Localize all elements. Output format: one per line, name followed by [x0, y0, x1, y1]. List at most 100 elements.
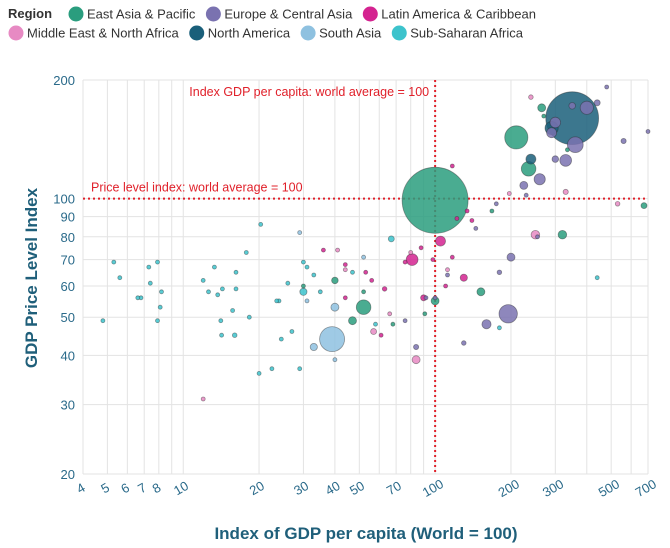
x-tick-label: 300 [540, 476, 566, 500]
legend-swatch [68, 6, 84, 22]
data-point [537, 103, 547, 113]
legend: Region East Asia & Pacific Europe & Centra… [8, 6, 536, 41]
data-point [342, 262, 348, 268]
data-point [620, 137, 627, 144]
x-tick-label: 8 [150, 480, 164, 497]
data-point [219, 332, 225, 338]
data-point [443, 283, 449, 289]
data-point [297, 230, 303, 236]
data-point [117, 275, 123, 281]
data-point [565, 147, 570, 153]
data-point [533, 173, 546, 186]
data-point [159, 289, 164, 295]
legend-label: Europe & Central Asia [224, 7, 353, 22]
y-tick-label: 200 [53, 73, 75, 88]
data-point [363, 269, 369, 275]
data-point [278, 336, 284, 342]
data-point [473, 225, 479, 231]
data-point [562, 188, 569, 195]
data-point [402, 259, 408, 265]
data-point [317, 289, 323, 295]
data-point [411, 355, 421, 365]
data-point [523, 192, 529, 198]
data-point [435, 235, 446, 247]
data-point [422, 311, 428, 317]
data-point [309, 342, 318, 351]
x-tick-label: 5 [98, 480, 112, 497]
data-point [330, 302, 340, 312]
data-point [231, 332, 238, 338]
data-point [557, 229, 568, 240]
data-point [342, 295, 348, 301]
data-point [568, 102, 576, 110]
data-point [373, 321, 378, 327]
data-point [233, 269, 239, 275]
data-point [111, 259, 117, 265]
data-point [408, 250, 414, 255]
data-point [432, 295, 438, 301]
data-point [469, 218, 475, 223]
data-point [258, 221, 264, 227]
data-point [155, 318, 160, 324]
data-point [445, 267, 450, 273]
data-point [300, 283, 306, 289]
data-point [525, 153, 537, 165]
data-point [506, 252, 516, 262]
y-tick-label: 40 [61, 348, 75, 363]
data-point [361, 289, 367, 295]
data-point [355, 299, 372, 315]
data-point [331, 276, 339, 285]
reference-label-y: Price level index: world average = 100 [91, 181, 303, 195]
data-point [200, 277, 206, 283]
x-tick-label: 200 [496, 476, 522, 500]
data-point [551, 155, 559, 163]
data-point [304, 298, 310, 304]
data-point [496, 269, 503, 275]
data-points [100, 84, 651, 402]
data-point [332, 357, 338, 363]
data-point [200, 396, 206, 402]
y-tick-label: 100 [53, 192, 75, 207]
data-point [297, 366, 303, 372]
legend-label: East Asia & Pacific [87, 7, 196, 22]
data-point [135, 295, 141, 301]
x-tick-label: 100 [420, 476, 446, 500]
data-point [559, 154, 572, 167]
data-point [519, 180, 529, 190]
data-point [445, 272, 450, 278]
legend-swatch [205, 6, 221, 22]
x-axis-ticks: 4 5 6 7 8 10 20 30 40 50 70 100 200 300 500 700 [74, 476, 659, 500]
x-tick-label: 40 [323, 478, 343, 498]
data-point [535, 234, 540, 240]
data-point [489, 208, 495, 214]
data-point [304, 264, 310, 270]
legend-label: North America [208, 26, 291, 41]
data-point [155, 259, 160, 265]
data-point [413, 343, 420, 350]
legend-label: Middle East & North Africa [27, 26, 179, 41]
x-tick-label: 50 [347, 478, 367, 498]
legend-label: South Asia [319, 26, 382, 41]
data-point [342, 267, 348, 273]
data-point [528, 94, 534, 100]
reference-lines: Index GDP per capita: world average = 10… [83, 80, 648, 474]
data-point [211, 264, 217, 270]
data-point [645, 129, 651, 134]
data-point [147, 280, 153, 286]
y-tick-label: 70 [61, 253, 75, 268]
data-point [604, 84, 610, 90]
data-point [256, 370, 262, 376]
data-point [454, 216, 460, 221]
y-tick-label: 60 [61, 279, 75, 294]
y-tick-label: 30 [61, 398, 75, 413]
data-point [464, 208, 470, 214]
data-point [100, 318, 106, 324]
data-point [370, 328, 378, 335]
data-point [493, 201, 499, 207]
data-point [246, 314, 252, 320]
data-point [614, 201, 621, 207]
x-tick-label: 70 [384, 478, 404, 498]
x-axis-title: Index of GDP per capita (World = 100) [214, 524, 517, 543]
data-point [289, 329, 295, 334]
